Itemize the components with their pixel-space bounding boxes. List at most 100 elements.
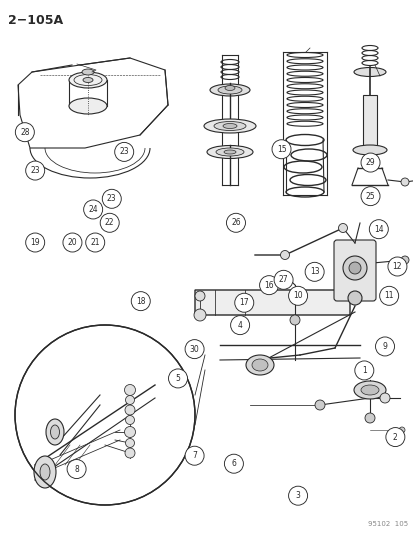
Text: 6: 6 (231, 459, 236, 468)
Circle shape (400, 256, 408, 264)
Circle shape (224, 454, 243, 473)
Text: 12: 12 (392, 262, 401, 271)
Circle shape (67, 459, 86, 479)
Ellipse shape (352, 145, 386, 155)
Circle shape (271, 140, 290, 159)
Circle shape (125, 439, 134, 448)
Text: 11: 11 (384, 292, 393, 300)
Circle shape (364, 413, 374, 423)
Text: 4: 4 (237, 321, 242, 329)
Circle shape (102, 189, 121, 208)
Circle shape (63, 233, 82, 252)
Circle shape (100, 213, 119, 232)
Circle shape (338, 223, 347, 232)
Ellipse shape (83, 77, 93, 83)
Text: 5: 5 (175, 374, 180, 383)
Text: 7: 7 (192, 451, 197, 460)
Circle shape (398, 427, 404, 433)
Circle shape (15, 123, 34, 142)
Text: 13: 13 (309, 268, 319, 276)
Ellipse shape (223, 124, 236, 128)
Text: 2: 2 (392, 433, 397, 441)
Circle shape (226, 213, 245, 232)
Ellipse shape (40, 464, 50, 480)
Circle shape (289, 315, 299, 325)
Text: 21: 21 (90, 238, 100, 247)
Circle shape (354, 361, 373, 380)
Ellipse shape (223, 150, 235, 154)
Ellipse shape (204, 119, 255, 133)
Text: 14: 14 (373, 225, 383, 233)
Text: 30: 30 (189, 345, 199, 353)
Circle shape (26, 161, 45, 180)
Ellipse shape (245, 355, 273, 375)
Circle shape (124, 384, 135, 395)
Text: 95102  105: 95102 105 (367, 521, 407, 527)
Ellipse shape (82, 69, 94, 75)
Text: 27: 27 (278, 276, 288, 284)
Circle shape (125, 416, 134, 424)
Circle shape (185, 446, 204, 465)
Circle shape (194, 309, 206, 321)
Circle shape (259, 276, 278, 295)
Circle shape (342, 256, 366, 280)
Text: 26: 26 (230, 219, 240, 227)
Circle shape (83, 200, 102, 219)
Text: 20: 20 (67, 238, 77, 247)
Circle shape (195, 291, 204, 301)
Ellipse shape (206, 146, 252, 158)
Circle shape (15, 325, 195, 505)
Circle shape (26, 233, 45, 252)
FancyBboxPatch shape (362, 95, 376, 150)
Circle shape (387, 257, 406, 276)
Ellipse shape (353, 381, 385, 399)
Ellipse shape (34, 456, 56, 488)
Circle shape (185, 340, 204, 359)
Circle shape (379, 286, 398, 305)
Circle shape (125, 448, 135, 458)
Circle shape (168, 369, 187, 388)
Ellipse shape (224, 85, 235, 91)
Circle shape (314, 400, 324, 410)
Circle shape (379, 393, 389, 403)
Ellipse shape (50, 425, 59, 439)
Circle shape (400, 178, 408, 186)
Text: 25: 25 (365, 192, 375, 200)
Text: 18: 18 (136, 297, 145, 305)
Text: 17: 17 (239, 298, 249, 307)
Ellipse shape (209, 84, 249, 96)
Polygon shape (195, 290, 349, 315)
Ellipse shape (46, 419, 64, 445)
Text: 29: 29 (365, 158, 375, 167)
Ellipse shape (252, 359, 267, 371)
Text: 23: 23 (107, 195, 116, 203)
Text: 28: 28 (20, 128, 29, 136)
Circle shape (375, 337, 394, 356)
Circle shape (288, 486, 307, 505)
Ellipse shape (353, 68, 385, 77)
Circle shape (230, 316, 249, 335)
Circle shape (273, 270, 292, 289)
Ellipse shape (218, 86, 242, 94)
Text: 10: 10 (292, 292, 302, 300)
Ellipse shape (69, 72, 107, 88)
Text: 23: 23 (30, 166, 40, 175)
Circle shape (131, 292, 150, 311)
Circle shape (85, 233, 104, 252)
Text: 2−105A: 2−105A (8, 14, 63, 27)
Circle shape (280, 251, 289, 260)
Ellipse shape (216, 148, 243, 156)
Text: 8: 8 (74, 465, 79, 473)
Circle shape (348, 262, 360, 274)
Text: 23: 23 (119, 148, 129, 156)
Circle shape (288, 286, 307, 305)
Circle shape (368, 220, 387, 239)
Text: 24: 24 (88, 205, 98, 214)
Circle shape (360, 153, 379, 172)
Text: 19: 19 (30, 238, 40, 247)
Circle shape (304, 262, 323, 281)
Circle shape (124, 426, 135, 438)
Circle shape (234, 293, 253, 312)
Text: 22: 22 (105, 219, 114, 227)
Circle shape (347, 291, 361, 305)
